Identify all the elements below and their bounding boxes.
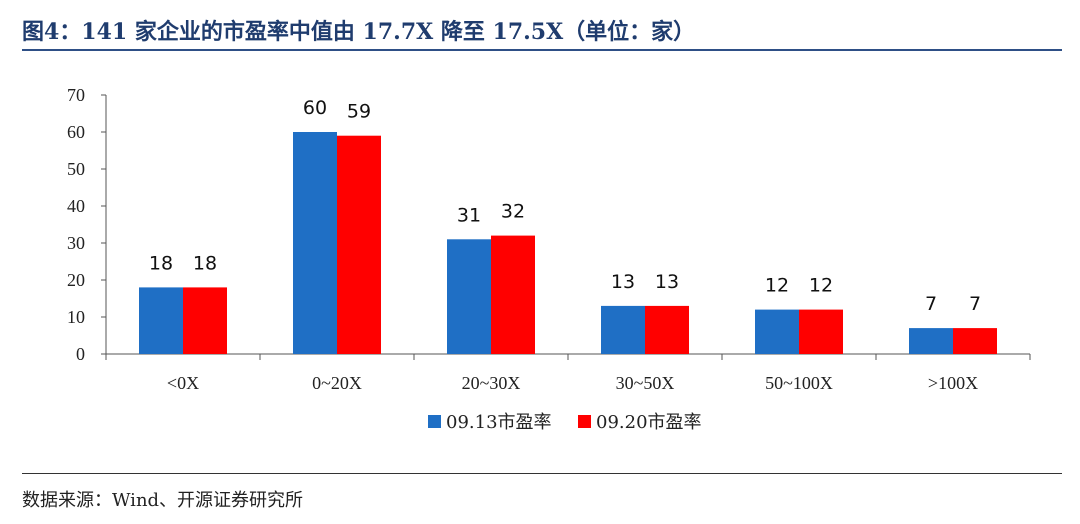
source-note: 数据来源：Wind、开源证券研究所: [22, 490, 304, 511]
y-tick-label: 10: [67, 307, 85, 327]
bar: [755, 309, 799, 354]
data-label: 13: [655, 271, 679, 293]
legend-label: 09.13市盈率: [446, 412, 552, 433]
bar: [909, 328, 953, 354]
bar: [601, 305, 645, 354]
bar: [491, 235, 535, 354]
data-label: 18: [149, 252, 173, 274]
x-tick-label: 0~20X: [312, 373, 362, 393]
y-tick-label: 0: [76, 344, 85, 364]
data-label: 18: [193, 252, 217, 274]
data-label: 12: [765, 275, 789, 297]
bar: [293, 132, 337, 354]
data-label: 60: [303, 97, 327, 119]
bar: [183, 287, 227, 354]
bar-chart: 0 10 20 30 40 50 60 70 <0X 0~20X 20~30X 30~50X 50~10…: [67, 85, 1031, 433]
bar: [139, 287, 183, 354]
data-label: 31: [457, 204, 481, 226]
data-label: 7: [969, 293, 981, 315]
y-tick-label: 30: [67, 233, 85, 253]
y-tick-label: 60: [67, 122, 85, 142]
source-divider: [22, 473, 1062, 474]
chart-bars: [139, 132, 997, 354]
data-label: 12: [809, 275, 833, 297]
x-tick-label: 20~30X: [462, 373, 521, 393]
legend-swatch: [428, 415, 441, 428]
bar: [337, 135, 381, 354]
bar: [953, 328, 997, 354]
y-tick-label: 70: [67, 85, 85, 105]
data-label: 32: [501, 201, 525, 223]
chart-legend: 09.13市盈率 09.20市盈率: [428, 412, 702, 433]
y-tick-label: 20: [67, 270, 85, 290]
x-tick-label: >100X: [928, 373, 978, 393]
y-tick-label: 50: [67, 159, 85, 179]
title-divider: [22, 49, 1062, 51]
x-tick-label: 30~50X: [616, 373, 675, 393]
data-label: 59: [347, 101, 371, 123]
bar: [447, 239, 491, 354]
chart-axes: 0 10 20 30 40 50 60 70 <0X 0~20X 20~30X 30~50X 50~10…: [67, 85, 1031, 393]
y-tick-label: 40: [67, 196, 85, 216]
bar: [645, 305, 689, 354]
chart-data-labels: 18 18 60 59 31 32 13 13 12 12 7 7: [149, 97, 981, 315]
chart-title: 图4：141 家企业的市盈率中值由 17.7X 降至 17.5X（单位：家）: [22, 19, 696, 45]
legend-swatch: [578, 415, 591, 428]
data-label: 13: [611, 271, 635, 293]
legend-label: 09.20市盈率: [596, 412, 702, 433]
data-label: 7: [925, 293, 937, 315]
bar: [799, 309, 843, 354]
x-tick-label: 50~100X: [765, 373, 833, 393]
x-tick-label: <0X: [167, 373, 199, 393]
